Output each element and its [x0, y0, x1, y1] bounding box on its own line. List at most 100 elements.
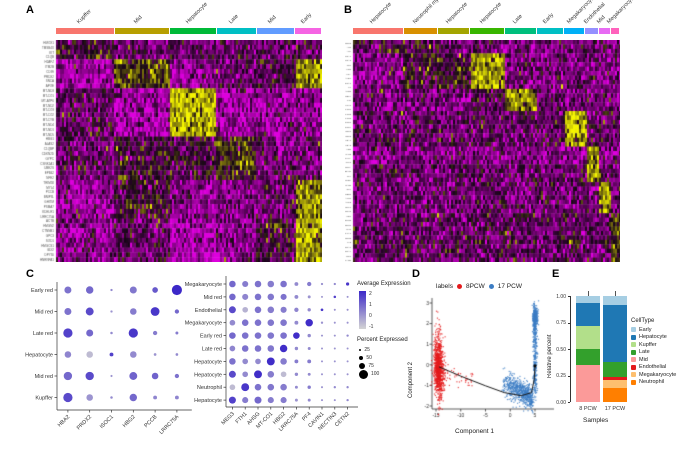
c-right-dot [280, 332, 287, 339]
c-left-row-label: Mid red [35, 310, 53, 316]
panel-b-group-label: Hepatocyte [445, 1, 470, 26]
panel-b-colorbar-segment [585, 28, 598, 34]
percent-size-label: 75 [368, 363, 374, 369]
celltype-label: Kupffer [639, 341, 657, 348]
panel-a-group-label: Late [227, 13, 240, 26]
avg-expression-legend-title: Average Expression [357, 281, 411, 287]
c-right-dot [294, 294, 299, 299]
panel-e-xlabel: Samples [583, 417, 609, 424]
panel-a-letter: A [26, 4, 34, 16]
bar-segment-hepatocyte [576, 303, 600, 326]
panel-c-legend: Average Expression 2 1 0 -1 Percent Express… [357, 281, 413, 379]
c-right-dot [307, 295, 311, 299]
panel-b-colorbar-segment [563, 28, 585, 34]
c-right-dot [346, 295, 349, 298]
expression-gradient-bar [359, 290, 366, 329]
c-right-dot [254, 345, 262, 352]
percent-size-dot [359, 369, 368, 379]
celltype-label: Hepatocyte [639, 334, 667, 341]
bar-segment-endothelial [603, 376, 627, 380]
c-left-col-label: PRDX2 [76, 414, 93, 431]
panel-e-legend-title: CellType [631, 318, 655, 324]
panel-a-colorbar-segment [56, 28, 114, 34]
panel-b-group-label: Hepatocyte [369, 1, 394, 26]
c-right-dot [254, 280, 262, 288]
legend-label-8pcw: 8PCW [465, 283, 485, 290]
celltype-label: Megakaryocyte [639, 371, 677, 378]
celltype-swatch [631, 327, 636, 333]
panel-a-heatmap [28, 40, 322, 262]
c-left-row-label: Mid red [35, 374, 53, 380]
bar-segment-megakaryocyte [603, 379, 627, 389]
stacked-bar-8-pcw [576, 296, 600, 402]
panel-e-ytick-mark [568, 375, 570, 377]
panel-e-ytick-mark [568, 349, 570, 350]
c-right-dot [241, 332, 249, 339]
c-left-dot [85, 286, 94, 294]
percent-expressed-row: 75 [359, 362, 413, 370]
c-right-row-label: Endothelial [195, 308, 222, 314]
panel-a-colorbar-segment [295, 28, 321, 34]
c-left-dot [63, 392, 73, 403]
c-right-col-label: PF4 [301, 411, 312, 422]
percent-expressed-row: 50 [359, 354, 413, 362]
c-left-dot [171, 284, 182, 296]
celltype-legend-entry: Mid [631, 356, 676, 364]
c-right-row-label: Hepatocyte [194, 398, 222, 404]
celltype-legend-entry: Megakaryocyte [631, 371, 676, 379]
c-left-dot [110, 374, 113, 378]
celltype-swatch [631, 357, 636, 363]
c-right-dot [294, 398, 298, 402]
bar-segment-hepatocyte [603, 304, 627, 362]
c-left-col-label: ISOC1 [99, 414, 115, 430]
c-right-dot [280, 358, 287, 365]
c-right-dot [254, 396, 262, 404]
c-right-dot [320, 399, 324, 402]
celltype-swatch [631, 372, 636, 378]
c-right-dot [333, 373, 336, 376]
c-left-dot [85, 371, 94, 381]
c-left-dot [86, 329, 94, 337]
celltype-legend-entry: Hepatocyte [631, 334, 676, 342]
panel-b-group-label: Late [512, 13, 525, 26]
c-right-dot [229, 358, 236, 365]
percent-size-dot [359, 362, 366, 370]
c-right-dot [346, 308, 349, 311]
c-right-dot [294, 359, 299, 364]
panel-e-ytick-mark [568, 402, 570, 403]
percent-expressed-legend-title: Percent Expressed [357, 336, 408, 343]
c-right-dot [229, 293, 236, 301]
c-right-dot [294, 307, 299, 312]
panel-a-group-label: Kupffer [76, 8, 94, 26]
c-right-dot [254, 332, 262, 339]
percent-size-label: 25 [364, 347, 370, 353]
c-right-dot [280, 371, 287, 378]
c-right-dot [241, 383, 250, 392]
c-right-dot [307, 308, 311, 312]
panel-b-group-label: Early [541, 12, 555, 26]
c-right-dot [333, 321, 336, 324]
c-right-dot [267, 293, 275, 301]
bar-error-tick [588, 291, 589, 296]
legend-label-17pcw: 17 PCW [497, 283, 522, 290]
panel-b-colorbar-segment [403, 28, 438, 34]
c-right-dot [333, 386, 336, 389]
c-left-dot [175, 353, 179, 356]
c-right-dot [242, 397, 249, 404]
panel-b-colorbar-segment [610, 28, 619, 34]
c-right-dot [267, 345, 275, 352]
c-left-row-label: Hepatocyte [25, 353, 53, 359]
c-left-col-label: HBG2 [122, 414, 137, 429]
c-right-dot [346, 334, 349, 337]
c-right-dot [307, 359, 312, 364]
panel-e-legend: CellType Early Hepatocyte Kupffer Late Mid En… [631, 318, 676, 386]
c-right-dot [333, 347, 336, 350]
c-right-dot [267, 280, 275, 288]
c-right-dot [307, 333, 311, 338]
c-left-dot [153, 353, 157, 356]
c-right-dot [229, 345, 236, 352]
c-right-dot [346, 373, 349, 376]
panel-e-yaxis-line [570, 296, 571, 402]
c-left-dot [64, 308, 72, 315]
c-right-row-label: Megakaryocyte [185, 282, 222, 288]
